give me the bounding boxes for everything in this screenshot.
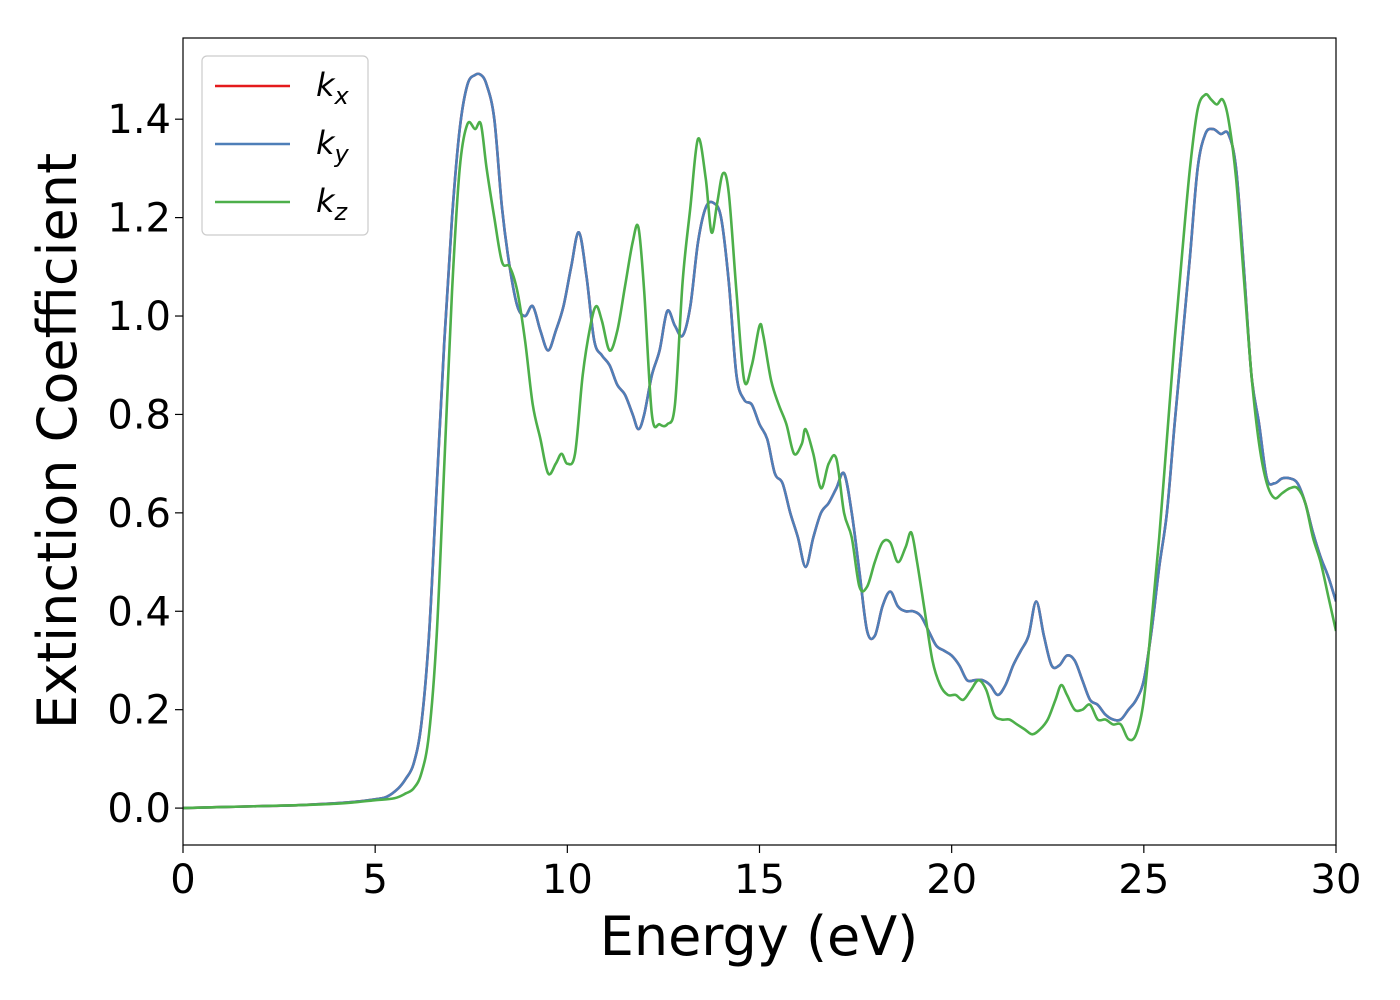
y-tick-label: 1.4 (107, 97, 171, 143)
legend-label-ky: ky (316, 124, 350, 168)
x-axis-title: Energy (eV) (600, 905, 919, 968)
x-tick-label: 5 (362, 857, 387, 903)
legend-label-kx: kx (316, 66, 350, 110)
x-axis-ticks: 0 5 10 15 20 25 30 (170, 845, 1361, 903)
y-tick-label: 0.6 (107, 491, 171, 537)
y-tick-label: 0.8 (107, 392, 171, 438)
x-tick-label: 30 (1311, 857, 1362, 903)
series-line-kz (183, 92, 1336, 810)
x-tick-label: 15 (734, 857, 785, 903)
series-layer (183, 72, 1336, 810)
y-axis-title: Extinction Coefficient (26, 153, 89, 729)
x-tick-label: 0 (170, 857, 195, 903)
y-axis-ticks: 0.0 0.2 0.4 0.6 0.8 1.0 1.2 1.4 (107, 97, 183, 832)
plot-background (183, 38, 1336, 845)
y-tick-label: 1.2 (107, 196, 171, 242)
x-tick-label: 10 (542, 857, 593, 903)
legend-label-kz: kz (316, 182, 349, 226)
y-tick-label: 1.0 (107, 294, 171, 340)
y-tick-label: 0.0 (107, 786, 171, 832)
x-tick-label: 20 (926, 857, 977, 903)
legend-frame (201, 55, 369, 236)
x-tick-label: 25 (1118, 857, 1169, 903)
y-tick-label: 0.2 (107, 688, 171, 734)
y-tick-label: 0.4 (107, 589, 171, 635)
series-line-ky (183, 72, 1336, 810)
legend: kx ky kz (201, 55, 369, 236)
